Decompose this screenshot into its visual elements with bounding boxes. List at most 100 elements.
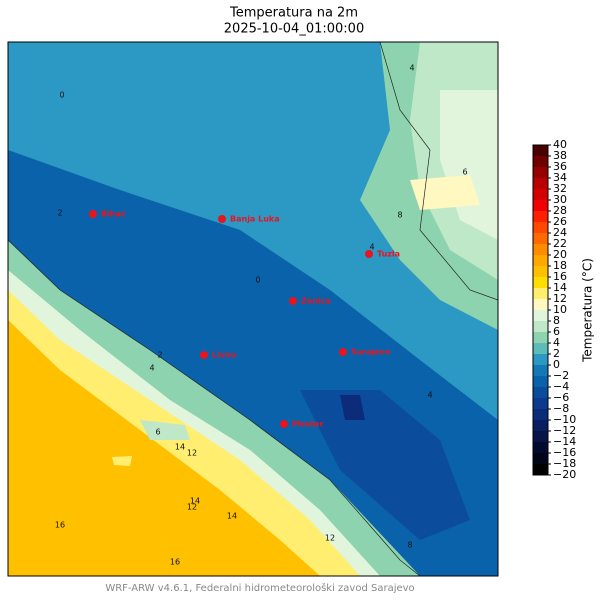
colorbar-tick-label: 40 (553, 138, 567, 151)
colorbar-tick-label: 20 (553, 248, 567, 261)
colorbar-tick-label: −16 (553, 446, 576, 459)
city-label: Sarajevo (351, 348, 391, 357)
colorbar-segment (533, 189, 548, 200)
colorbar-tick-label: 10 (553, 303, 567, 316)
colorbar-tick-label: −6 (553, 391, 569, 404)
contour-label: 6 (155, 428, 160, 437)
colorbar-segment (533, 277, 548, 288)
island (140, 420, 190, 440)
contour-label: 4 (149, 364, 154, 373)
city-label: Mostar (292, 420, 323, 429)
contour-label: 16 (170, 558, 180, 567)
contour-label: 12 (187, 503, 197, 512)
colorbar-segment (533, 233, 548, 244)
colorbar-tick-label: −4 (553, 380, 569, 393)
colorbar-tick-label: −2 (553, 369, 569, 382)
city-marker (200, 351, 208, 359)
contour-label: 4 (369, 243, 374, 252)
colorbar-tick-label: 8 (553, 314, 560, 327)
colorbar-segment (533, 376, 548, 387)
contour-label: 4 (427, 391, 432, 400)
colorbar-segment (533, 464, 548, 475)
contour-label: 12 (325, 534, 335, 543)
colorbar-tick-label: −20 (553, 468, 576, 481)
map-frame (7, 41, 499, 577)
colorbar-segment (533, 431, 548, 442)
contour-label: 0 (59, 91, 64, 100)
colorbar-tick-label: 22 (553, 237, 567, 250)
contour-label: 4 (409, 64, 414, 73)
colorbar-tick-label: 6 (553, 325, 560, 338)
colorbar-tick-label: 14 (553, 281, 567, 294)
colorbar-tick-label: −14 (553, 435, 576, 448)
city-label: Livno (212, 351, 237, 360)
colorbar-segment (533, 299, 548, 310)
contour-label: 14 (175, 443, 185, 452)
colorbar-segment (533, 398, 548, 409)
city-label: Banja Luka (230, 215, 280, 224)
colorbar-tick-label: 16 (553, 270, 567, 283)
colorbar-tick-label: 18 (553, 259, 567, 272)
colorbar-segment (533, 288, 548, 299)
colorbar-segment (533, 420, 548, 431)
colorbar-tick-label: 2 (553, 347, 560, 360)
colorbar-segment (533, 167, 548, 178)
colorbar-segment (533, 200, 548, 211)
colorbar-tick-label: 4 (553, 336, 560, 349)
city-label: Tuzla (377, 250, 400, 259)
border (379, 42, 498, 301)
city-label: Bihać (101, 209, 126, 219)
colorbar-segment (533, 145, 548, 156)
colorbar-tick-label: 26 (553, 215, 567, 228)
coast-band-2 (8, 270, 380, 576)
colorbar-segment (533, 365, 548, 376)
contour-label: 14 (190, 497, 200, 506)
warm-patch (410, 175, 480, 210)
colorbar-tick-label: 28 (553, 204, 567, 217)
contour-label: 16 (55, 521, 65, 530)
city-label: Zenica (301, 297, 331, 306)
colorbar-segment (533, 332, 548, 343)
city-marker (218, 215, 226, 223)
contour-label: 0 (255, 276, 260, 285)
island (112, 456, 132, 466)
contour-label: 2 (157, 351, 162, 360)
map (7, 41, 499, 577)
cold-core (300, 390, 470, 540)
colorbar-segment (533, 321, 548, 332)
border (8, 239, 421, 576)
colorbar-tick-label: 0 (553, 358, 560, 371)
colorbar: −20−18−16−14−12−10−8−6−4−202468101214161… (532, 138, 576, 481)
colorbar-segment (533, 310, 548, 321)
colorbar-segment (533, 442, 548, 453)
colorbar-segment (533, 266, 548, 277)
colorbar-segment (533, 255, 548, 266)
city-marker (339, 348, 347, 356)
colorbar-segment (533, 222, 548, 233)
cold-peak (340, 395, 365, 420)
contour-label: 8 (397, 211, 402, 220)
colorbar-segment (533, 453, 548, 464)
contour-label: 12 (187, 449, 197, 458)
colorbar-tick-label: 32 (553, 182, 567, 195)
sea (8, 320, 320, 576)
colorbar-label: Temperatura (°C) (581, 258, 595, 363)
colorbar-segment (533, 156, 548, 167)
title: Temperatura na 2m (229, 6, 358, 21)
contour-label: 8 (407, 541, 412, 550)
colorbar-tick-label: −12 (553, 424, 576, 437)
colorbar-tick-label: 24 (553, 226, 567, 239)
city-marker (289, 297, 297, 305)
colorbar-tick-label: 34 (553, 171, 567, 184)
colorbar-segment (533, 354, 548, 365)
colorbar-tick-label: −8 (553, 402, 569, 415)
city-marker (365, 250, 373, 258)
contour-label: 14 (227, 512, 237, 521)
contour-label: 6 (462, 168, 467, 177)
colorbar-tick-label: 38 (553, 149, 567, 162)
colorbar-tick-label: 30 (553, 193, 567, 206)
colorbar-tick-label: 12 (553, 292, 567, 305)
colorbar-tick-label: −18 (553, 457, 576, 470)
colorbar-tick-label: −10 (553, 413, 576, 426)
